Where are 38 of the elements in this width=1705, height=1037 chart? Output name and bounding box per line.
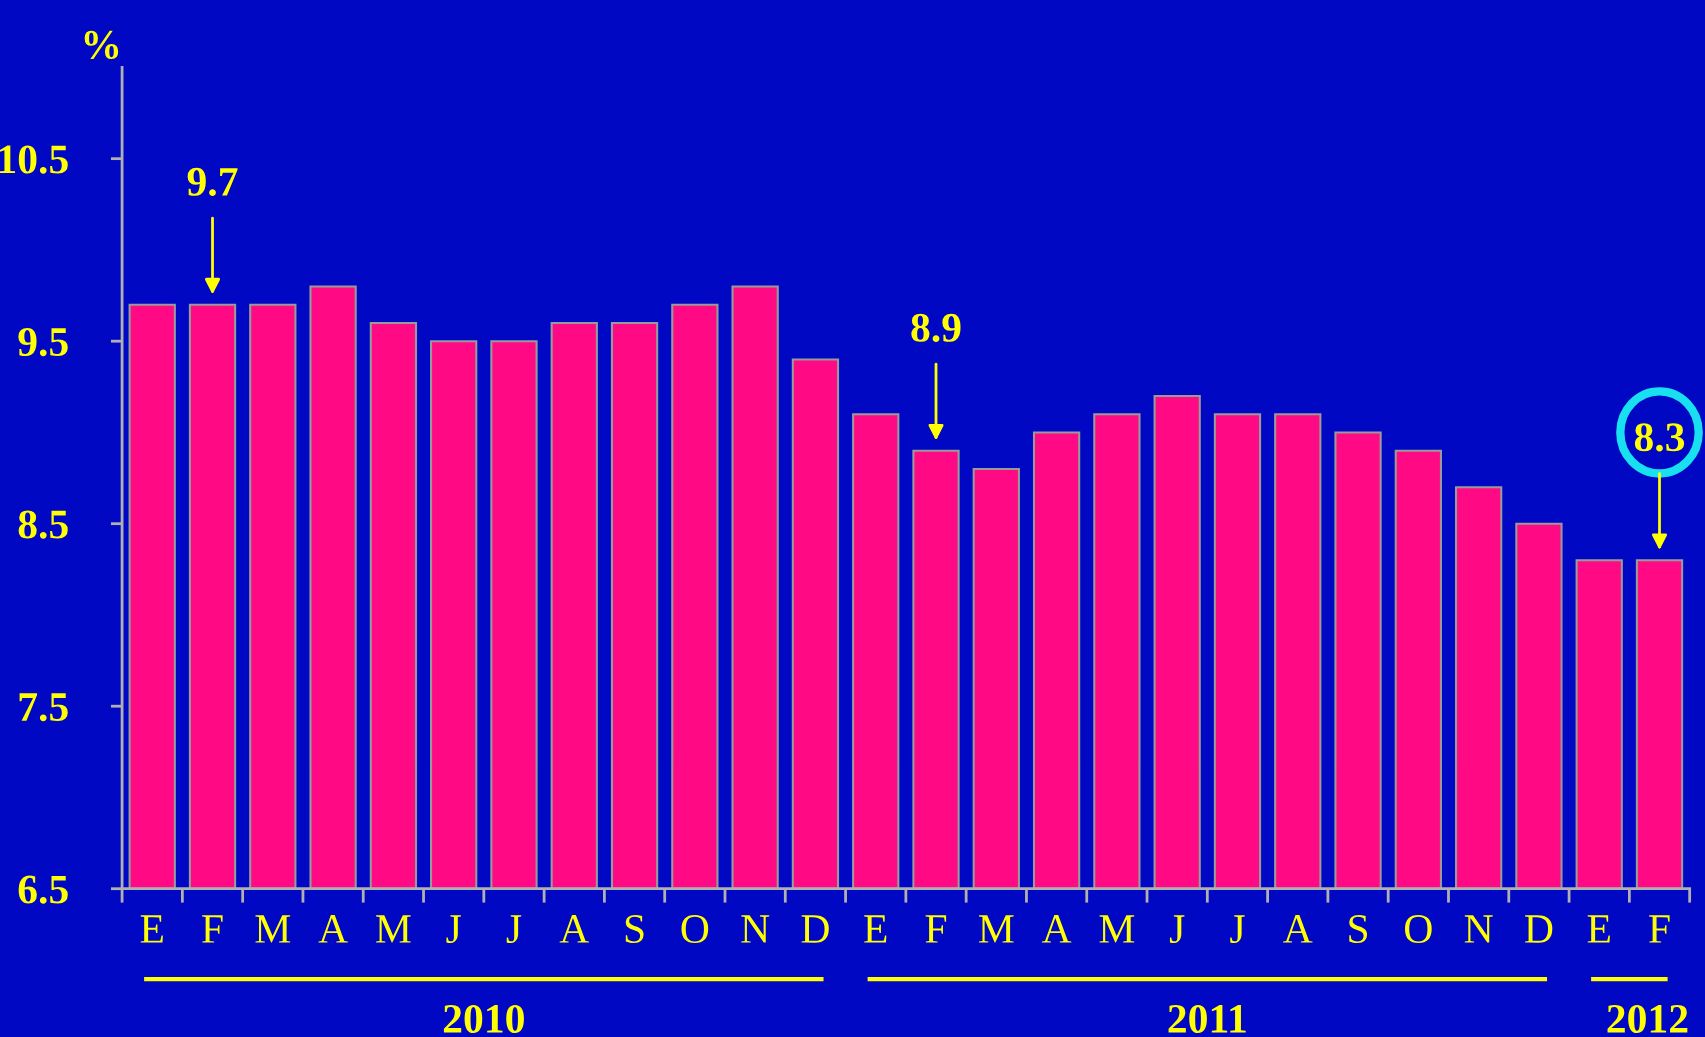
x-tick-label: F xyxy=(1649,915,1670,943)
text: 2010 xyxy=(443,1004,524,1034)
x-tick-label: D xyxy=(801,915,829,943)
x-tick-label: M xyxy=(1099,915,1135,943)
x-tick-label: A xyxy=(1283,915,1313,943)
x-tick-label: O xyxy=(1405,915,1432,944)
x-tick-label: S xyxy=(625,915,644,944)
x-tick-label: F xyxy=(925,915,947,943)
x-tick-label: M xyxy=(255,915,291,943)
x-tick-label: E xyxy=(1587,915,1610,943)
text: 2012 xyxy=(1607,1004,1688,1034)
x-tick-label: J xyxy=(506,915,522,944)
text: 2011 xyxy=(1168,1004,1246,1034)
data-label: 8.9 xyxy=(911,313,961,343)
y-tick-label: 10.5 xyxy=(0,145,68,174)
x-tick-label: F xyxy=(202,915,223,943)
x-tick-label: M xyxy=(376,915,411,943)
y-tick-label: 8.5 xyxy=(18,510,68,539)
x-tick-label: A xyxy=(318,915,348,943)
y-tick-label: 7.5 xyxy=(19,693,68,722)
x-tick-label: E xyxy=(864,915,887,943)
x-tick-label: N xyxy=(741,915,770,943)
x-tick-label: O xyxy=(681,915,709,944)
x-tick-label: J xyxy=(446,915,461,944)
x-tick-label: A xyxy=(1041,915,1072,943)
data-label: 9.7 xyxy=(187,167,238,197)
x-tick-label: J xyxy=(1169,915,1185,944)
x-tick-label: S xyxy=(1349,915,1368,944)
x-tick-label: M xyxy=(978,915,1014,943)
x-tick-label: J xyxy=(1230,915,1245,944)
x-tick-label: E xyxy=(140,915,163,943)
x-tick-label: D xyxy=(1525,915,1553,943)
x-tick-label: A xyxy=(559,915,589,943)
data-label: 8.3 xyxy=(1634,423,1685,452)
y-tick-label: 9.5 xyxy=(18,328,68,357)
x-tick-label: N xyxy=(1464,915,1493,943)
y-tick-label: 6.5 xyxy=(18,875,68,904)
y-axis-title: % xyxy=(84,30,119,60)
